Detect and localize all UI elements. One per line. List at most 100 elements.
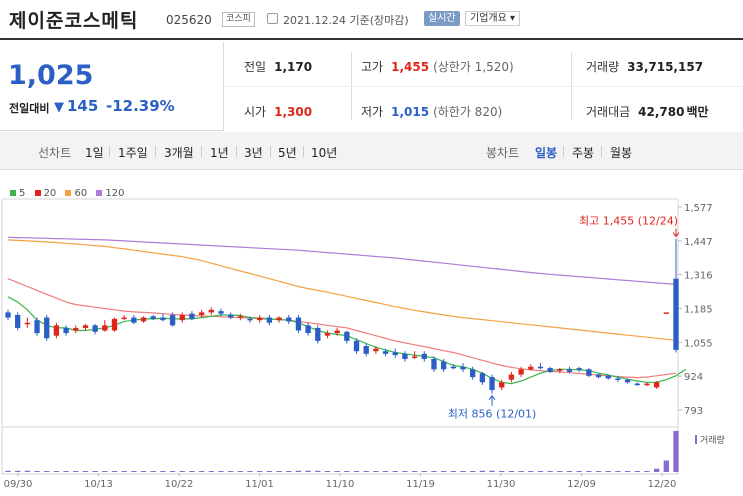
candle-weekly[interactable]: 주봉 [572, 146, 595, 160]
volume-bar [150, 471, 156, 472]
volume-legend-label: 거래량 [700, 436, 725, 446]
candle-body [411, 356, 418, 358]
candle-body [586, 369, 592, 376]
period-1w[interactable]: 1주일 [118, 146, 148, 160]
candle-body [373, 348, 379, 352]
candlestick-chart[interactable]: 1,577 1,447 1,316 1,185 1,055 924 793 09/30 10/1… [0, 195, 743, 496]
y-tick-label: 924 [684, 372, 703, 383]
amount-label: 거래대금 [586, 105, 631, 119]
candle-body [92, 325, 98, 332]
legend-ma20: 20 [34, 188, 56, 199]
divider [303, 146, 304, 157]
candle-daily[interactable]: 일봉 [535, 146, 558, 160]
candle-body [295, 317, 302, 331]
stock-name: 제이준코스메틱 [9, 10, 139, 32]
volume-bar [160, 471, 166, 472]
volume-bar [92, 471, 98, 472]
amount-value: 42,780 [638, 105, 685, 119]
volume-bar [363, 471, 369, 472]
candle-chart-label: 봉차트 [486, 146, 520, 160]
calendar-icon [267, 13, 278, 24]
candle-body [305, 325, 311, 334]
candle-body [218, 311, 224, 314]
volume-bar [208, 471, 214, 472]
low-label: 저가 [361, 105, 384, 119]
volume-bar [537, 471, 544, 472]
candle-body [363, 346, 369, 354]
volume-bar [382, 471, 389, 472]
amount-unit: 백만 [686, 105, 709, 119]
candle-body [111, 318, 118, 331]
candle-body [257, 317, 263, 321]
y-tick-label: 1,185 [684, 305, 713, 316]
legend-ma5-swatch [10, 190, 16, 196]
volume-bar [24, 470, 31, 472]
realtime-button[interactable]: 실시간 [424, 11, 460, 26]
candle-body [624, 379, 631, 383]
y-tick-label: 1,316 [684, 271, 713, 282]
candle-body [63, 327, 69, 334]
volume-bar [295, 470, 302, 472]
candle-body [286, 317, 292, 322]
volume-bar [257, 471, 263, 472]
candle-body [208, 309, 214, 313]
volume-bar [34, 471, 40, 472]
prev-close-label: 전일 [244, 60, 267, 74]
volume-bar [111, 471, 118, 472]
volume-bar [82, 471, 89, 472]
candle-body [440, 361, 447, 370]
divider [155, 146, 156, 157]
period-3y[interactable]: 3년 [244, 146, 263, 160]
current-price: 1,025 [8, 60, 94, 91]
diff-value: 145 [67, 97, 99, 115]
candle-body [557, 369, 563, 371]
divider [601, 146, 602, 157]
divider [236, 146, 237, 157]
x-tick-label: 10/22 [165, 479, 194, 490]
candle-body [73, 327, 79, 331]
candle-body [605, 375, 611, 379]
candle-body [518, 369, 524, 375]
volume-bar [179, 471, 185, 472]
candle-body [576, 368, 582, 370]
volume-bar [198, 471, 205, 472]
divider [563, 146, 564, 157]
period-1y[interactable]: 1년 [210, 146, 229, 160]
market-badge: 코스피 [222, 12, 255, 27]
x-tick-label: 12/20 [648, 479, 677, 490]
volume-bar [63, 471, 69, 472]
candle-body [34, 320, 40, 334]
candle-body [53, 325, 60, 336]
candle-monthly[interactable]: 월봉 [610, 146, 633, 160]
volume-bar [673, 431, 679, 472]
period-5y[interactable]: 5년 [278, 146, 297, 160]
period-3m[interactable]: 3개월 [164, 146, 194, 160]
company-overview-button[interactable]: 기업개요 ▾ [465, 11, 520, 26]
candle-body [266, 317, 273, 323]
candle-body [334, 330, 340, 334]
candle-body [547, 368, 553, 372]
volume-bar [557, 471, 563, 472]
candle-body [140, 317, 147, 322]
volume-value: 33,715,157 [627, 60, 704, 74]
volume-bar [547, 471, 553, 472]
candle-body [315, 327, 321, 341]
candle-body [121, 317, 127, 320]
upper-limit: (상한가 1,520) [433, 60, 514, 74]
period-10y[interactable]: 10년 [311, 146, 338, 160]
candle-body [595, 374, 602, 378]
volume-bar [508, 471, 515, 472]
candle-body [479, 373, 486, 383]
diff-rate: -12.39% [106, 97, 175, 115]
volume-bar [5, 470, 11, 472]
period-1d[interactable]: 1일 [85, 146, 104, 160]
divider [201, 146, 202, 157]
volume-bar [237, 471, 244, 472]
volume-bar [102, 471, 108, 472]
chart-legend: 5 20 60 120 [10, 188, 131, 199]
line-chart-label: 선차트 [38, 146, 72, 160]
volume-legend-swatch [695, 435, 697, 444]
candle-body [644, 383, 650, 386]
candle-body [421, 353, 427, 359]
price-pane-frame [1, 198, 679, 428]
